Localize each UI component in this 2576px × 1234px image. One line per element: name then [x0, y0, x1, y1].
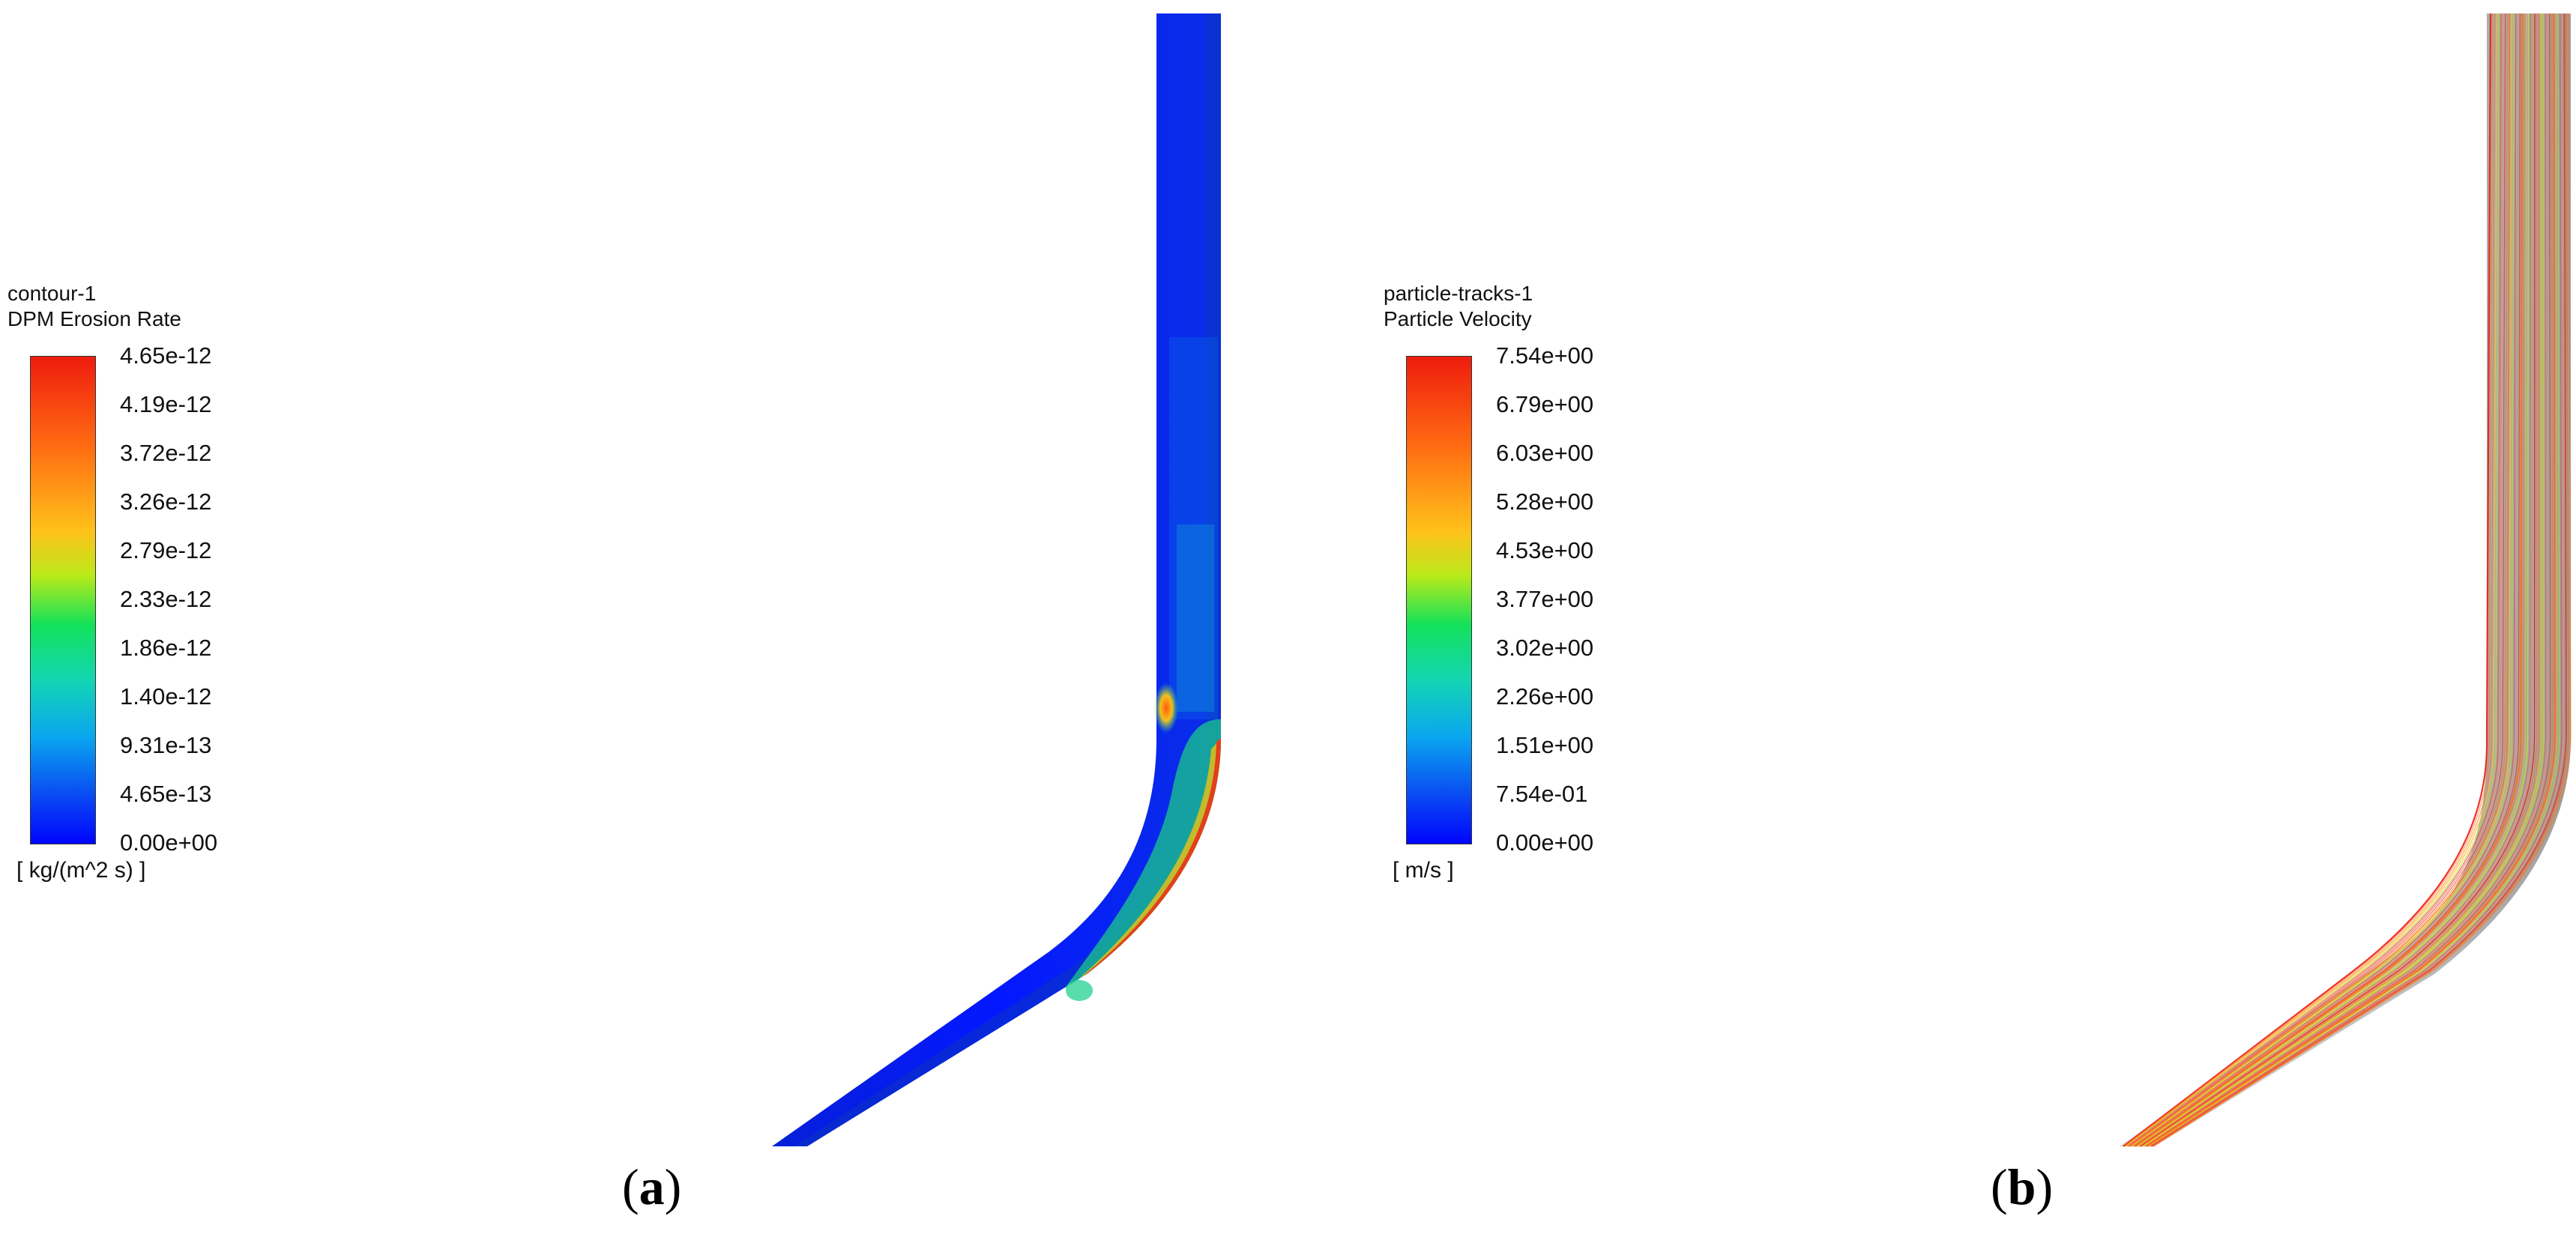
particle-track-line: [2148, 13, 2558, 1147]
legend-unit: [ m/s ]: [1393, 858, 1454, 883]
particle-track-line: [2133, 13, 2519, 1147]
particle-track-line: [2124, 13, 2496, 1147]
colorbar: [30, 356, 96, 844]
particle-track-line: [2140, 13, 2536, 1147]
colorbar-tick-label: 4.65e-13: [120, 781, 212, 807]
particle-track-line: [2141, 13, 2540, 1147]
colorbar-tick-label: 7.54e+00: [1496, 342, 1594, 369]
erosion-zone-bend: [1064, 719, 1221, 989]
colorbar-tick-label: 5.28e+00: [1496, 489, 1594, 515]
colorbar: [1406, 356, 1472, 844]
particle-track-line: [2123, 13, 2492, 1147]
particle-track-line: [2150, 13, 2563, 1147]
erosion-mottle-vertical: [1169, 337, 1218, 719]
particle-track-line: [2145, 13, 2551, 1147]
particle-track-line: [2135, 13, 2524, 1147]
colorbar-tick-label: 2.79e-12: [120, 537, 212, 563]
particle-track-line: [2142, 13, 2542, 1147]
particle-track-line: [2128, 13, 2504, 1147]
colorbar-tick-label: 4.65e-12: [120, 342, 212, 369]
legend-name: contour-1: [7, 282, 97, 305]
erosion-spot-lower: [1066, 980, 1093, 1001]
particle-track-line: [2144, 13, 2547, 1147]
particle-track-line: [2146, 13, 2554, 1147]
particle-track-line: [2152, 13, 2569, 1147]
pipe-particle-tracks: [2120, 13, 2572, 1147]
colorbar-tick-label: 1.40e-12: [120, 683, 212, 710]
particle-track-line: [2135, 13, 2525, 1147]
particle-track-line: [2143, 13, 2545, 1147]
colorbar-ticks: 4.65e-12 4.19e-12 3.72e-12 3.26e-12 2.79e-12…: [120, 343, 285, 856]
panel-erosion-rate: contour-1 DPM Erosion Rate 4.65e-12 4.19e…: [7, 13, 1221, 1215]
colorbar-tick-label: 1.86e-12: [120, 635, 212, 661]
colorbar-tick-label: 3.72e-12: [120, 440, 212, 466]
colorbar-tick-label: 2.26e+00: [1496, 683, 1594, 710]
colorbar-tick-label: 7.54e-01: [1496, 781, 1588, 807]
particle-track-line: [2126, 13, 2503, 1147]
particle-track-line: [2129, 13, 2506, 1147]
legend-name: particle-tracks-1: [1384, 282, 1533, 305]
erosion-mottle-vertical-2: [1177, 524, 1214, 712]
particle-tracks: [2123, 13, 2572, 1147]
colorbar-tick-label: 2.33e-12: [120, 586, 212, 612]
particle-track-line: [2131, 13, 2513, 1147]
particle-track-line: [2137, 13, 2527, 1147]
particle-track-line: [2149, 13, 2560, 1147]
particle-track-line: [2126, 13, 2500, 1147]
colorbar-tick-label: 0.00e+00: [120, 829, 218, 856]
particle-track-line: [2123, 13, 2494, 1147]
colorbar-tick-label: 1.51e+00: [1496, 732, 1594, 758]
colorbar-tick-label: 3.77e+00: [1496, 586, 1594, 612]
subfigure-label-a: (a): [622, 1158, 682, 1215]
pipe-body: [772, 13, 1221, 1146]
colorbar-tick-label: 0.00e+00: [1496, 829, 1594, 856]
colorbar-tick-label: 4.53e+00: [1496, 537, 1594, 563]
particle-track-line: [2130, 13, 2510, 1147]
particle-track-line: [2138, 13, 2534, 1147]
colorbar-tick-label: 6.79e+00: [1496, 391, 1594, 417]
particle-track-line: [2147, 13, 2556, 1147]
pipe-body: [2120, 13, 2571, 1146]
colorbar-tick-label: 3.02e+00: [1496, 635, 1594, 661]
particle-track-line: [2138, 13, 2530, 1147]
legend-quantity: Particle Velocity: [1384, 307, 1532, 330]
colorbar-legend-velocity: particle-tracks-1 Particle Velocity 7.54…: [1384, 281, 1593, 883]
erosion-hotspot: [1154, 683, 1178, 734]
colorbar-tick-label: 6.03e+00: [1496, 440, 1594, 466]
particle-track-line: [2125, 13, 2498, 1147]
panel-particle-velocity: particle-tracks-1 Particle Velocity 7.54…: [1288, 0, 2576, 1234]
particle-track-line: [2153, 13, 2572, 1147]
particle-track-line: [2132, 13, 2517, 1147]
colorbar-legend-erosion: contour-1 DPM Erosion Rate 4.65e-12 4.19e…: [7, 281, 217, 883]
legend-quantity: DPM Erosion Rate: [7, 307, 181, 330]
pipe-erosion-contour: [772, 13, 1221, 1146]
particle-track-line: [2134, 13, 2521, 1147]
colorbar-tick-label: 4.19e-12: [120, 391, 212, 417]
particle-track-line: [2141, 13, 2538, 1147]
colorbar-tick-label: 9.31e-13: [120, 732, 212, 758]
particle-track-line: [2129, 13, 2509, 1147]
legend-unit: [ kg/(m^2 s) ]: [16, 858, 146, 883]
particle-track-line: [2150, 13, 2565, 1147]
particle-track-line: [2151, 13, 2568, 1147]
subfigure-label-b: (b): [1991, 1158, 2054, 1215]
particle-track-line: [2144, 13, 2549, 1147]
particle-track-line: [2132, 13, 2515, 1147]
colorbar-ticks: 7.54e+00 6.79e+00 6.03e+00 5.28e+00 4.53e+00…: [1496, 343, 1661, 856]
particle-track-line: [2138, 13, 2532, 1147]
colorbar-tick-label: 3.26e-12: [120, 489, 212, 515]
